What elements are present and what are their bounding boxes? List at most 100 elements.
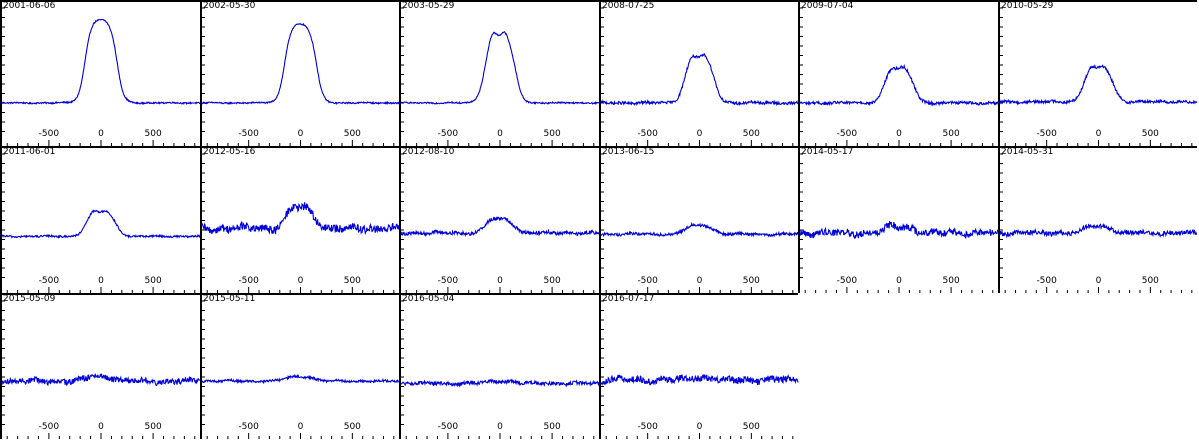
panel-date-title: 2012-08-10 [402, 147, 455, 157]
spectrum-line [999, 222, 1198, 239]
panel-date-title: 2014-05-31 [1001, 147, 1054, 157]
panel-plot: -500 0 500 [1, 7, 201, 146]
spectrum-panel: 2011-06-01 -500 0 500 [0, 146, 201, 293]
x-tick-label: -500 [1036, 129, 1057, 139]
x-tick-label: -500 [637, 129, 658, 139]
spectrum-line [1, 18, 201, 106]
spectrum-panel: 2016-05-04 -500 0 500 [399, 293, 600, 439]
x-tick-label: 0 [98, 422, 104, 432]
x-tick-label: 500 [544, 276, 561, 286]
x-tick-label: 0 [1096, 276, 1102, 286]
spectrum-panel: 2003-05-29 -500 0 500 [399, 0, 600, 146]
x-tick-label: 0 [896, 129, 902, 139]
spectrum-panel: 2016-07-17 -500 0 500 [599, 293, 799, 439]
x-tick-label: 500 [1142, 129, 1159, 139]
x-tick-label: 0 [896, 276, 902, 286]
x-tick-label: -500 [238, 276, 259, 286]
spectrum-line [999, 64, 1198, 106]
x-tick-label: 500 [344, 422, 361, 432]
spectrum-line [600, 52, 799, 107]
spectrum-line [1, 372, 201, 387]
panel-date-title: 2015-05-09 [3, 294, 56, 304]
x-tick-label: 500 [743, 129, 760, 139]
spectrum-line [600, 221, 799, 238]
panel-plot: -500 0 500 [999, 7, 1198, 146]
panel-date-title: 2001-06-06 [3, 1, 56, 11]
panel-plot: -500 0 500 [400, 7, 600, 146]
x-tick-label: 500 [743, 276, 760, 286]
x-tick-label: -500 [837, 276, 858, 286]
x-tick-label: -500 [1036, 276, 1057, 286]
panel-plot: -500 0 500 [1, 300, 201, 439]
x-tick-label: 500 [344, 276, 361, 286]
panel-plot: -500 0 500 [400, 300, 600, 439]
panel-plot: -500 0 500 [600, 153, 799, 293]
x-tick-label: 500 [344, 129, 361, 139]
x-tick-label: 0 [497, 276, 503, 286]
x-tick-label: -500 [837, 129, 858, 139]
panel-plot: -500 0 500 [400, 153, 600, 293]
spectrum-panel: 2014-05-17 -500 0 500 [798, 146, 999, 293]
spectrum-panel: 2001-06-06 -500 0 500 [0, 0, 201, 146]
spectrum-line [400, 216, 600, 238]
spectrum-panel: 2002-05-30 -500 0 500 [200, 0, 400, 146]
panel-plot: -500 0 500 [999, 153, 1198, 293]
spectrum-line [400, 378, 600, 388]
panel-date-title: 2003-05-29 [402, 1, 455, 11]
x-tick-label: 0 [1096, 129, 1102, 139]
x-tick-label: 0 [98, 276, 104, 286]
spectrum-line [799, 63, 999, 107]
panel-plot: -500 0 500 [600, 7, 799, 146]
x-tick-label: 500 [743, 422, 760, 432]
panel-date-title: 2008-07-25 [602, 1, 655, 11]
spectrum-panel: 2012-08-10 -500 0 500 [399, 146, 600, 293]
x-tick-label: 500 [544, 129, 561, 139]
spectrum-line [799, 220, 999, 240]
spectrum-line [1, 209, 201, 239]
spectrum-panel: 2008-07-25 -500 0 500 [599, 0, 799, 146]
panel-date-title: 2010-05-29 [1001, 1, 1054, 11]
spectrum-panel: 2015-05-09 -500 0 500 [0, 293, 201, 439]
panel-plot: -500 0 500 [201, 7, 400, 146]
panel-date-title: 2016-07-17 [602, 294, 655, 304]
x-tick-label: 500 [145, 276, 162, 286]
x-tick-label: 0 [497, 422, 503, 432]
panel-plot: -500 0 500 [799, 7, 999, 146]
x-tick-label: -500 [637, 422, 658, 432]
panel-plot: -500 0 500 [799, 153, 999, 293]
x-tick-label: 500 [943, 129, 960, 139]
x-tick-label: 0 [298, 422, 304, 432]
spectrum-panel: 2014-05-31 -500 0 500 [998, 146, 1198, 293]
x-tick-label: 0 [98, 129, 104, 139]
x-tick-label: -500 [39, 422, 60, 432]
x-tick-label: -500 [637, 276, 658, 286]
spectrum-panel: 2013-06-15 -500 0 500 [599, 146, 799, 293]
spectrum-panel: 2012-05-16 -500 0 500 [200, 146, 400, 293]
spectrum-panel: 2015-05-11 -500 0 500 [200, 293, 400, 439]
x-tick-label: 0 [298, 129, 304, 139]
spectrum-line [600, 373, 799, 387]
panel-plot: -500 0 500 [201, 153, 400, 293]
spectrum-panel: 2010-05-29 -500 0 500 [998, 0, 1198, 146]
x-tick-label: -500 [39, 129, 60, 139]
x-tick-label: -500 [238, 129, 259, 139]
x-tick-label: 0 [697, 129, 703, 139]
panel-date-title: 2012-05-16 [203, 147, 256, 157]
x-tick-label: -500 [438, 129, 459, 139]
panel-date-title: 2002-05-30 [203, 1, 256, 11]
spectrum-line [201, 22, 400, 106]
panel-date-title: 2016-05-04 [402, 294, 455, 304]
panel-plot: -500 0 500 [1, 153, 201, 293]
x-tick-label: 0 [497, 129, 503, 139]
panel-date-title: 2011-06-01 [3, 147, 56, 157]
x-tick-label: 500 [145, 422, 162, 432]
x-tick-label: -500 [438, 422, 459, 432]
spectrum-line [201, 202, 400, 236]
panel-date-title: 2014-05-17 [801, 147, 854, 157]
panel-date-title: 2009-07-04 [801, 1, 854, 11]
panel-plot: -500 0 500 [600, 300, 799, 439]
spectrum-panel: 2009-07-04 -500 0 500 [798, 0, 999, 146]
x-tick-label: -500 [238, 422, 259, 432]
panel-date-title: 2013-06-15 [602, 147, 655, 157]
